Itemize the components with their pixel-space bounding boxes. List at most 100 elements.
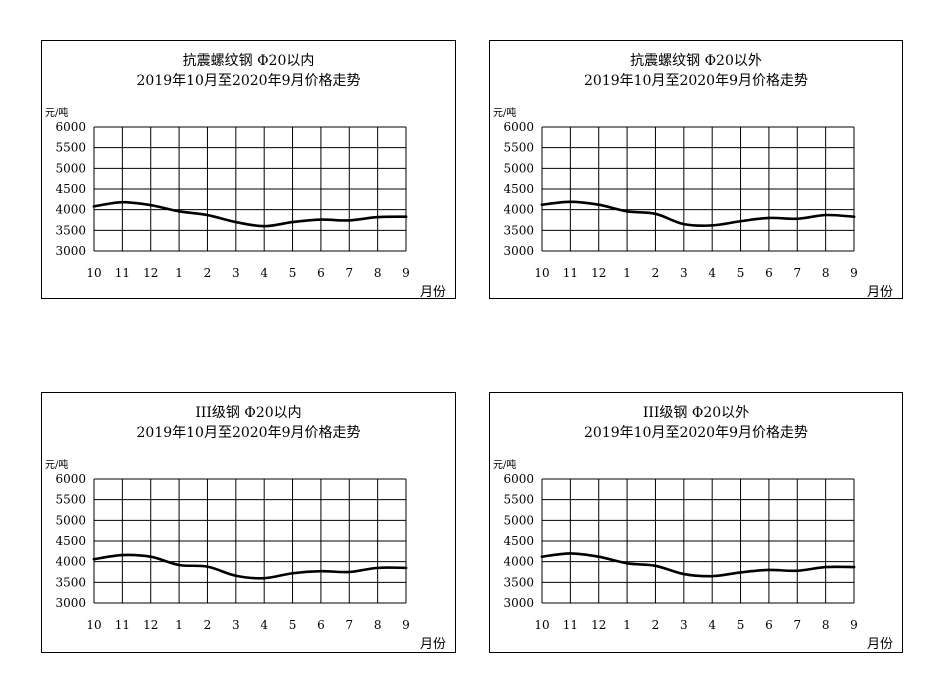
y-tick-label: 5500 [503,141,534,155]
grid-lines [541,478,855,604]
x-tick-label: 12 [591,266,606,280]
x-tick-label: 7 [345,618,353,632]
data-point [319,569,323,573]
x-tick-label: 11 [115,266,130,280]
price-series-line [92,553,408,580]
price-series-line [540,552,856,578]
data-point [625,562,629,565]
x-tick-label: 2 [652,618,660,632]
chart-panel-1: 抗震螺纹钢 Φ20以内 2019年10月至2020年9月价格走势 元/吨 月份 … [41,40,456,300]
x-tick-label: 3 [232,266,240,280]
x-tick-label: 8 [822,618,830,632]
data-point [206,565,209,568]
x-tick-label: 5 [289,266,297,280]
chart-title: 抗震螺纹钢 Φ20以内 [182,53,315,69]
y-tick-label: 4500 [55,534,86,548]
x-tick-label: 9 [850,266,858,280]
x-tick-label: 9 [402,618,410,632]
x-tick-label: 4 [708,618,716,632]
y-tick-label: 6000 [503,120,534,134]
x-tick-label: 4 [708,266,716,280]
x-tick-label: 9 [850,618,858,632]
data-point [824,565,827,569]
data-point [149,203,153,207]
x-tick-label: 7 [793,618,801,632]
x-tick-label: 5 [737,618,745,632]
data-point [569,200,572,204]
data-point [795,569,799,573]
x-tick-label: 1 [623,618,631,632]
x-tick-label: 7 [793,266,801,280]
data-point [710,224,714,227]
data-point [177,210,181,213]
data-point [291,220,294,224]
x-tick-label: 8 [374,618,382,632]
x-tick-label: 2 [204,618,212,632]
data-point [206,213,209,217]
data-point [347,219,351,222]
y-tick-label: 4000 [55,555,86,569]
x-tick-label: 3 [680,618,688,632]
data-point [767,216,771,220]
y-axis-unit-label: 元/吨 [45,108,69,119]
data-point [121,200,124,204]
data-point [852,565,856,569]
x-tick-label: 12 [591,618,606,632]
chart-panel-2: 抗震螺纹钢 Φ20以外 2019年10月至2020年9月价格走势 元/吨 月份 … [489,40,903,300]
y-tick-label: 5500 [55,493,86,507]
chart-subtitle: 2019年10月至2020年9月价格走势 [136,425,361,441]
y-tick-label: 3500 [503,575,534,589]
price-series-line [92,200,408,228]
data-point [710,574,714,578]
data-point [404,215,408,218]
x-tick-label: 3 [680,266,688,280]
x-tick-label: 7 [345,266,353,280]
chart-title: III级钢 Φ20以内 [195,405,302,421]
y-tick-label: 4000 [55,203,86,217]
data-point [739,571,742,574]
data-point [262,224,266,228]
x-axis-unit-label: 月份 [867,285,894,300]
x-tick-label: 10 [534,266,549,280]
grid-lines [541,126,855,252]
x-tick-label: 12 [143,266,158,280]
x-tick-label: 10 [534,618,549,632]
data-point [376,215,379,219]
data-point [597,555,601,559]
grid-lines [93,126,407,252]
x-tick-label: 11 [563,618,578,632]
y-tick-label: 3000 [503,596,534,610]
data-point [92,205,96,208]
x-axis-unit-label: 月份 [867,637,894,652]
data-point [682,222,686,226]
data-point [92,557,96,561]
x-tick-label: 11 [115,618,130,632]
x-tick-label: 6 [765,266,773,280]
x-tick-label: 12 [143,618,158,632]
y-tick-label: 4000 [503,203,534,217]
chart-title: 抗震螺纹钢 Φ20以外 [630,53,762,69]
y-tick-label: 6000 [55,120,86,134]
data-point [319,218,323,221]
data-point [767,568,771,572]
data-point [149,555,153,559]
grid-lines [93,478,407,604]
data-point [795,217,799,221]
y-tick-label: 4500 [503,534,534,548]
chart-title: III级钢 Φ20以外 [642,405,750,421]
y-tick-label: 6000 [55,472,86,486]
data-point [852,215,856,218]
x-tick-label: 9 [402,266,410,280]
data-point [404,566,408,570]
y-tick-label: 5000 [503,513,534,527]
chart-subtitle: 2019年10月至2020年9月价格走势 [136,73,361,89]
data-point [739,219,742,223]
x-tick-label: 8 [822,266,830,280]
y-tick-label: 3000 [55,596,86,610]
y-axis-unit-label: 元/吨 [493,108,517,119]
data-point [177,563,181,567]
chart-panel-3: III级钢 Φ20以内 2019年10月至2020年9月价格走势 元/吨 月份 … [41,392,456,653]
x-tick-label: 8 [374,266,382,280]
x-tick-label: 5 [737,266,745,280]
